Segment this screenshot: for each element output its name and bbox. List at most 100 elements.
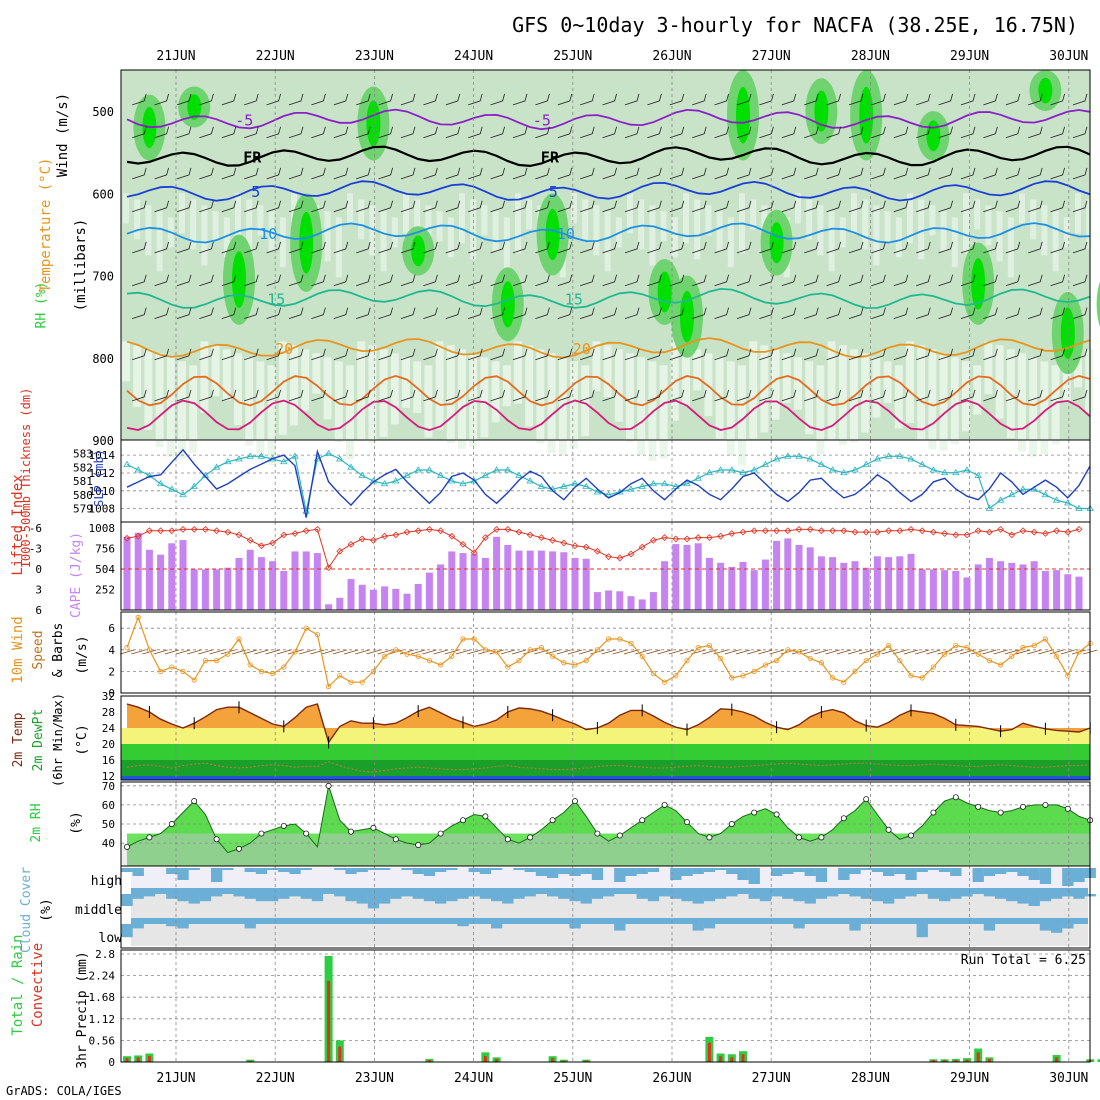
surface-wind-barb <box>859 649 874 655</box>
cloud-cell <box>289 894 301 897</box>
wind-barb <box>736 274 752 287</box>
rh-light-patch <box>491 361 500 423</box>
rh-point <box>1020 803 1026 810</box>
rh-light-patch <box>571 193 577 224</box>
wind-barb <box>221 389 237 402</box>
wind-barb <box>938 167 953 180</box>
cloud-cell <box>927 868 940 870</box>
cape-bar <box>414 583 422 610</box>
wind-barb <box>1005 389 1021 402</box>
cloud-cell <box>300 894 312 899</box>
wind-speed-point <box>908 673 914 679</box>
cloud-cell <box>244 894 256 899</box>
slp-line <box>126 448 1091 518</box>
thickness-point <box>940 468 949 476</box>
precip-convective-bar <box>147 1056 151 1062</box>
thickness-point <box>403 471 411 478</box>
wind-speed-point <box>404 651 410 657</box>
wind-speed-point <box>762 662 769 668</box>
wind-speed-point <box>796 649 802 655</box>
wind-barb <box>445 348 461 361</box>
wind-speed-point <box>325 683 332 690</box>
li-point <box>336 547 344 555</box>
rh-light-patch <box>895 217 902 258</box>
rh-light-patch <box>974 199 981 230</box>
thickness-point <box>358 471 366 478</box>
wind-barb <box>602 274 617 287</box>
temp-label: 2m Temp <box>11 712 26 767</box>
wind-speed-point <box>303 625 309 631</box>
wind-barb <box>692 274 707 287</box>
panel-frame <box>120 611 1091 694</box>
wind-barb <box>400 389 416 402</box>
li-tick: 3 <box>35 584 42 597</box>
rh-light-patch <box>907 193 913 244</box>
li-point <box>717 532 724 540</box>
thickness-point <box>414 466 422 473</box>
surface-wind-barb <box>500 649 515 655</box>
wind-barb <box>378 93 393 106</box>
rh-light-patch <box>1085 349 1094 413</box>
wind-barb <box>602 389 617 402</box>
wind-barb <box>736 307 752 320</box>
precip-tick: 2.24 <box>89 970 116 983</box>
cloud-gap <box>131 918 1088 924</box>
cloud-cell <box>995 894 1007 899</box>
rh-point <box>661 801 668 808</box>
rh-light-patch <box>660 211 667 242</box>
cape-bar <box>481 557 489 610</box>
li-point <box>235 531 243 539</box>
wind-barb <box>199 93 214 106</box>
li-point <box>638 543 646 551</box>
rh-light-patch <box>626 353 634 442</box>
rh-point <box>168 821 175 827</box>
precip-label: 3hr Precip (mm) <box>75 951 90 1068</box>
wind-barb <box>244 200 259 213</box>
rh-light-patch <box>1007 217 1014 278</box>
wind-barb <box>199 348 214 361</box>
wind-barb <box>378 348 393 361</box>
wind-speed-point <box>460 636 466 642</box>
wind-barb <box>221 348 237 361</box>
cloud-cell <box>849 868 861 874</box>
rh-light-patch <box>950 357 959 445</box>
wind-barb <box>490 389 505 402</box>
wind-barb <box>288 93 304 106</box>
bottom-day-label: 28JUN <box>851 1071 890 1086</box>
cape-bar <box>504 544 512 610</box>
surface-wind-barb <box>153 649 168 655</box>
wind-barb <box>512 93 528 106</box>
wind-barb <box>647 93 662 106</box>
cape-bar <box>425 572 433 610</box>
cloud-cell <box>222 868 234 870</box>
cape-bar <box>851 561 859 610</box>
precip-tick: 1.12 <box>89 1013 116 1026</box>
wind-speed-point <box>885 642 892 649</box>
rh-area-lower <box>127 785 1091 866</box>
cloud-cell <box>491 868 503 870</box>
cloud-cell <box>1006 894 1018 902</box>
wind-barb <box>1028 167 1043 180</box>
surface-wind-barb <box>131 649 146 655</box>
rh-light-patch <box>334 361 343 443</box>
rh-light-patch <box>391 217 398 248</box>
wind-barb <box>983 93 998 106</box>
cloud-cell <box>748 868 760 884</box>
wind-barb <box>1005 307 1021 320</box>
cape-bar <box>694 543 702 610</box>
surface-wind-barb <box>735 649 751 655</box>
wind-barb <box>692 126 707 139</box>
rh-point <box>728 821 735 827</box>
thickness-point <box>896 452 904 459</box>
wind-units-label: (m/s) <box>75 635 90 674</box>
wind-speed-point <box>785 647 791 653</box>
cloud-cell <box>121 924 133 938</box>
wind-barb <box>983 126 998 139</box>
thickness-line <box>126 452 1091 512</box>
li-point <box>224 528 232 536</box>
wind-barb <box>848 389 864 402</box>
cloud-cell <box>715 894 727 899</box>
li-point <box>661 534 668 541</box>
cape-bar <box>145 549 153 610</box>
isotherm-label: FR <box>243 148 262 166</box>
